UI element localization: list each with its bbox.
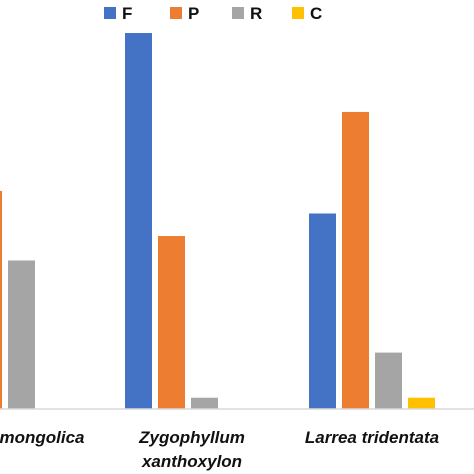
category-label-1-0: Zygophyllum xyxy=(138,428,245,447)
bar-r-0 xyxy=(8,260,35,409)
category-label-1-1: xanthoxylon xyxy=(141,452,242,471)
legend-swatch-c xyxy=(292,7,304,19)
category-labels: mongolica Zygophyllum xanthoxylon Larrea tr… xyxy=(0,428,439,471)
category-label-0-0: mongolica xyxy=(0,428,85,447)
legend-swatch-f xyxy=(104,7,116,19)
bar-p-1 xyxy=(158,236,185,409)
bar-r-2 xyxy=(375,352,402,409)
bar-f-2 xyxy=(309,213,336,409)
legend-swatch-p xyxy=(170,7,182,19)
category-label-2-0: Larrea tridentata xyxy=(305,428,439,447)
legend-label-c: C xyxy=(310,4,322,23)
bar-f-1 xyxy=(125,33,152,409)
legend-label-f: F xyxy=(122,4,132,23)
bar-c-2 xyxy=(408,397,435,409)
legend-swatch-r xyxy=(232,7,244,19)
legend-label-r: R xyxy=(250,4,262,23)
bar-r-1 xyxy=(191,397,218,409)
bar-p-0 xyxy=(0,190,2,409)
bar-p-2 xyxy=(342,111,369,410)
legend-label-p: P xyxy=(188,4,199,23)
bars-layer xyxy=(0,33,435,410)
